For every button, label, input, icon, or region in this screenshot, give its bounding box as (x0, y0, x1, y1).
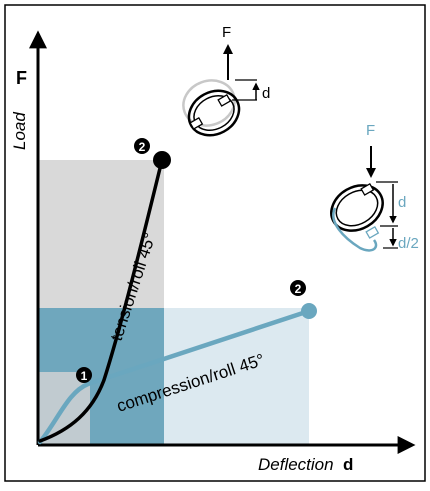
compression-ring-inner (335, 189, 379, 227)
marker-tension-end-label: 2 (139, 140, 146, 154)
marker-compression-end-label: 2 (295, 282, 302, 296)
outer-frame (4, 4, 426, 482)
tension-ring-outer (187, 89, 241, 137)
tension-inset: F d (182, 24, 270, 137)
compression-region (164, 308, 309, 445)
x-axis-label: Deflection (258, 455, 334, 474)
tension-force-label: F (222, 24, 231, 41)
compression-gate-2 (365, 226, 380, 239)
tension-end-point (153, 151, 171, 169)
compression-force-label: F (366, 122, 375, 139)
tension-gate-1 (189, 117, 204, 130)
marker-start: 1 (76, 367, 92, 383)
tension-ghost-ring (182, 79, 236, 127)
compression-deformed-shape (332, 207, 378, 252)
marker-start-label: 1 (81, 369, 88, 383)
compression-ring-outer (330, 184, 384, 232)
compression-gate-1 (360, 183, 375, 196)
marker-tension-end: 2 (134, 138, 150, 154)
compression-curve (37, 308, 312, 445)
y-axis-symbol: F (16, 68, 27, 88)
y-axis-label: Load (10, 112, 29, 150)
compression-end-point (301, 303, 317, 319)
compression-deflection-label: d (398, 194, 406, 211)
tension-gate-2 (217, 94, 232, 107)
compression-inset: F d d/2 (330, 122, 419, 252)
x-axis-symbol: d (343, 455, 353, 474)
tension-deflection-label: d (262, 85, 270, 102)
compression-half-deflection-label: d/2 (398, 235, 419, 252)
tension-curve (38, 158, 164, 443)
marker-compression-end: 2 (290, 280, 306, 296)
